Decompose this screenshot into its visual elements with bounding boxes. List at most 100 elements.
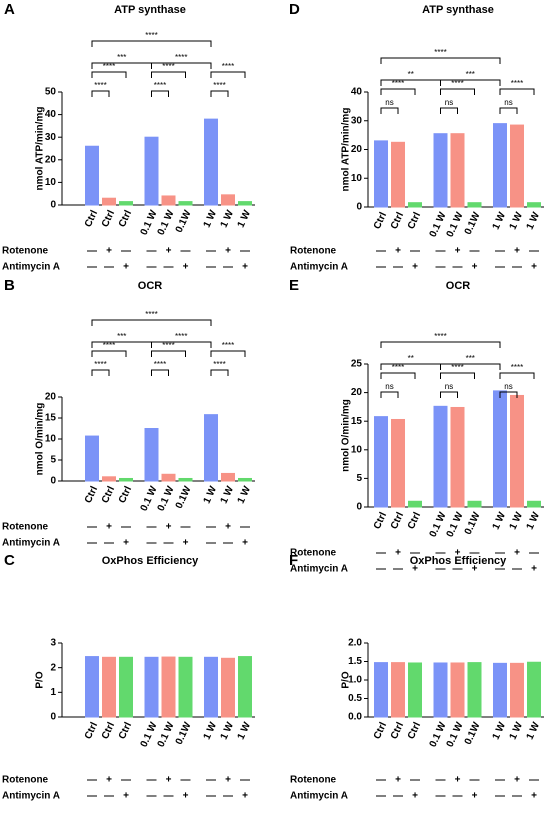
significance-label: **** (222, 341, 234, 350)
bar (374, 662, 388, 718)
y-tick-label: 20 (45, 392, 57, 403)
x-tick-label: 0.1W (463, 210, 483, 236)
significance-bracket (380, 107, 399, 114)
x-tick-label: Ctrl (372, 511, 389, 531)
bar (433, 405, 448, 508)
treatment-mark: — (495, 548, 505, 559)
treatment-mark: — (147, 522, 157, 533)
y-tick-label: 10 (45, 434, 57, 445)
significance-label: **** (154, 81, 166, 90)
bar (510, 662, 524, 718)
x-tick-label: 1 W (202, 484, 220, 505)
treatment-mark: — (147, 262, 157, 273)
y-tick-label: 25 (351, 359, 363, 370)
x-tick-label: 1 W (236, 720, 254, 741)
y-tick-label: 3 (50, 638, 56, 649)
significance-bracket (151, 350, 186, 357)
bar (85, 435, 99, 482)
treatment-mark: — (164, 538, 174, 549)
treatment-mark: — (104, 262, 114, 273)
treatment-label: Rotenone (290, 548, 337, 559)
y-tick-label: 30 (45, 132, 57, 143)
treatment-mark: — (181, 246, 191, 257)
y-tick-label: 0 (50, 476, 56, 487)
treatment-mark: + (166, 775, 172, 786)
treatment-mark: — (376, 246, 386, 257)
treatment-mark: + (412, 564, 418, 575)
bar (408, 202, 422, 208)
x-tick-label: 0.1 W (156, 484, 177, 513)
treatment-mark: — (470, 246, 480, 257)
x-tick-label: 1 W (236, 208, 254, 229)
x-tick-label: Ctrl (406, 511, 423, 531)
treatment-mark: — (181, 522, 191, 533)
panel-label: D (289, 1, 300, 18)
treatment-mark: + (166, 246, 172, 257)
treatment-mark: — (104, 538, 114, 549)
treatment-mark: — (529, 548, 539, 559)
bar (450, 406, 465, 508)
significance-label: **** (434, 332, 446, 341)
treatment-mark: — (240, 775, 250, 786)
significance-bracket (91, 341, 152, 348)
bar (374, 140, 388, 208)
treatment-label: Antimycin A (2, 262, 60, 273)
bar (433, 133, 448, 208)
x-tick-label: 1 W (219, 208, 237, 229)
treatment-mark: — (495, 246, 505, 257)
y-tick-label: 1.5 (348, 656, 362, 667)
x-tick-label: 0.1W (174, 484, 194, 510)
significance-label: **** (94, 360, 106, 369)
bar (178, 477, 193, 482)
significance-bracket (91, 350, 127, 357)
significance-bracket (91, 71, 127, 78)
treatment-mark: — (223, 538, 233, 549)
x-tick-label: 0.1W (174, 720, 194, 746)
treatment-label: Antimycin A (2, 791, 60, 802)
significance-bracket (499, 372, 535, 379)
treatment-mark: — (410, 246, 420, 257)
bar (493, 123, 507, 208)
significance-bracket (151, 341, 212, 348)
treatment-mark: — (495, 262, 505, 273)
x-tick-label: Ctrl (100, 721, 117, 741)
significance-bracket (440, 88, 475, 95)
treatment-label: Antimycin A (290, 791, 348, 802)
significance-label: **** (222, 62, 234, 71)
significance-bracket (380, 88, 416, 95)
x-tick-label: Ctrl (100, 209, 117, 229)
panel-label: C (4, 552, 15, 569)
y-tick-label: 15 (45, 413, 57, 424)
bar (221, 194, 235, 206)
bar (161, 195, 176, 206)
treatment-mark: + (166, 522, 172, 533)
treatment-mark: — (121, 522, 131, 533)
x-tick-label: 0.1W (463, 720, 483, 746)
treatment-mark: + (455, 548, 461, 559)
x-tick-label: 1 W (525, 720, 543, 741)
panel-label: F (289, 552, 298, 569)
treatment-mark: — (410, 775, 420, 786)
treatment-mark: — (121, 775, 131, 786)
significance-bracket (91, 90, 110, 97)
treatment-mark: — (512, 791, 522, 802)
treatment-mark: + (455, 775, 461, 786)
treatment-mark: — (104, 791, 114, 802)
treatment-mark: — (87, 791, 97, 802)
significance-bracket (210, 71, 246, 78)
bar (144, 428, 159, 482)
treatment-mark: — (147, 775, 157, 786)
treatment-mark: — (512, 564, 522, 575)
bar (178, 656, 193, 718)
significance-label: **** (103, 341, 115, 350)
y-tick-label: 20 (351, 387, 363, 398)
treatment-mark: + (514, 775, 520, 786)
y-tick-label: 2.0 (348, 638, 362, 649)
treatment-mark: + (395, 775, 401, 786)
chart-title: OCR (138, 280, 163, 292)
significance-label: ns (504, 98, 512, 107)
x-tick-label: Ctrl (406, 211, 423, 231)
y-tick-label: 40 (351, 87, 363, 98)
significance-bracket (210, 90, 229, 97)
treatment-mark: — (206, 522, 216, 533)
